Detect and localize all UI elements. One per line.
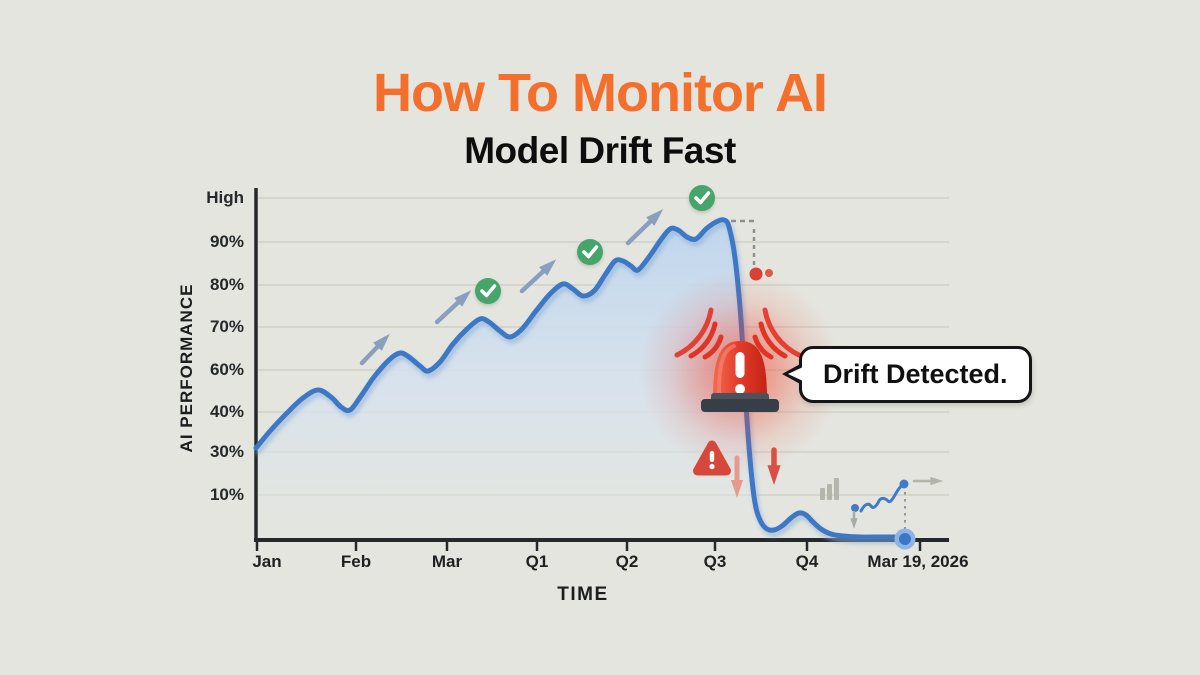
y-tick-label: 10% xyxy=(209,485,244,504)
x-tick-label: Jan xyxy=(252,552,282,571)
x-axis-ticks xyxy=(255,542,922,551)
siren-sound-waves xyxy=(674,307,802,360)
drift-point-dots xyxy=(749,267,773,281)
drift-detected-label: Drift Detected. xyxy=(823,359,1008,389)
series-end-marker xyxy=(894,528,916,550)
drop-arrow-icons xyxy=(731,447,781,498)
y-tick-label: 40% xyxy=(209,402,244,421)
mini-bar-chart-icon xyxy=(820,478,839,500)
x-tick-label: Q1 xyxy=(525,552,549,571)
expected-trend-dashes xyxy=(731,219,756,266)
checkmark-icons xyxy=(475,185,715,304)
checkmark-icon xyxy=(577,239,603,265)
recovery-end-dot xyxy=(899,479,909,489)
checkmark-icon xyxy=(689,185,715,211)
page-title: How To Monitor AI xyxy=(373,63,828,123)
x-tick-label: Q4 xyxy=(795,552,819,571)
y-tick-label: 70% xyxy=(209,317,244,336)
checkmark-icon xyxy=(475,278,501,304)
x-tick-label: Q3 xyxy=(703,552,727,571)
y-tick-label: 60% xyxy=(209,360,244,379)
y-tick-label: High xyxy=(206,188,244,207)
x-axis-title: TIME xyxy=(557,584,609,605)
x-tick-label: Feb xyxy=(340,552,372,571)
siren-exclamation-bar xyxy=(735,352,745,378)
x-tick-label: Mar 19, 2026 xyxy=(867,552,969,571)
recovery-start-dot xyxy=(851,504,859,512)
siren-base xyxy=(701,399,779,412)
performance-line xyxy=(253,217,909,540)
siren-exclamation-dot xyxy=(735,384,745,394)
y-tick-label: 90% xyxy=(209,232,244,251)
warning-triangle-icon xyxy=(693,440,731,476)
y-tick-label: 80% xyxy=(209,275,244,294)
alarm-siren-icon xyxy=(674,307,802,412)
x-tick-label: Q2 xyxy=(615,552,639,571)
recovery-trend-line xyxy=(859,482,906,513)
drift-detected-callout: Drift Detected. xyxy=(782,346,1032,403)
axes xyxy=(254,188,949,551)
y-tick-label: 30% xyxy=(209,442,244,461)
uptrend-arrow-icons xyxy=(359,209,664,366)
page-subtitle: Model Drift Fast xyxy=(464,130,736,171)
x-tick-label: Mar xyxy=(431,552,463,571)
small-gray-arrow-icons xyxy=(850,476,943,529)
